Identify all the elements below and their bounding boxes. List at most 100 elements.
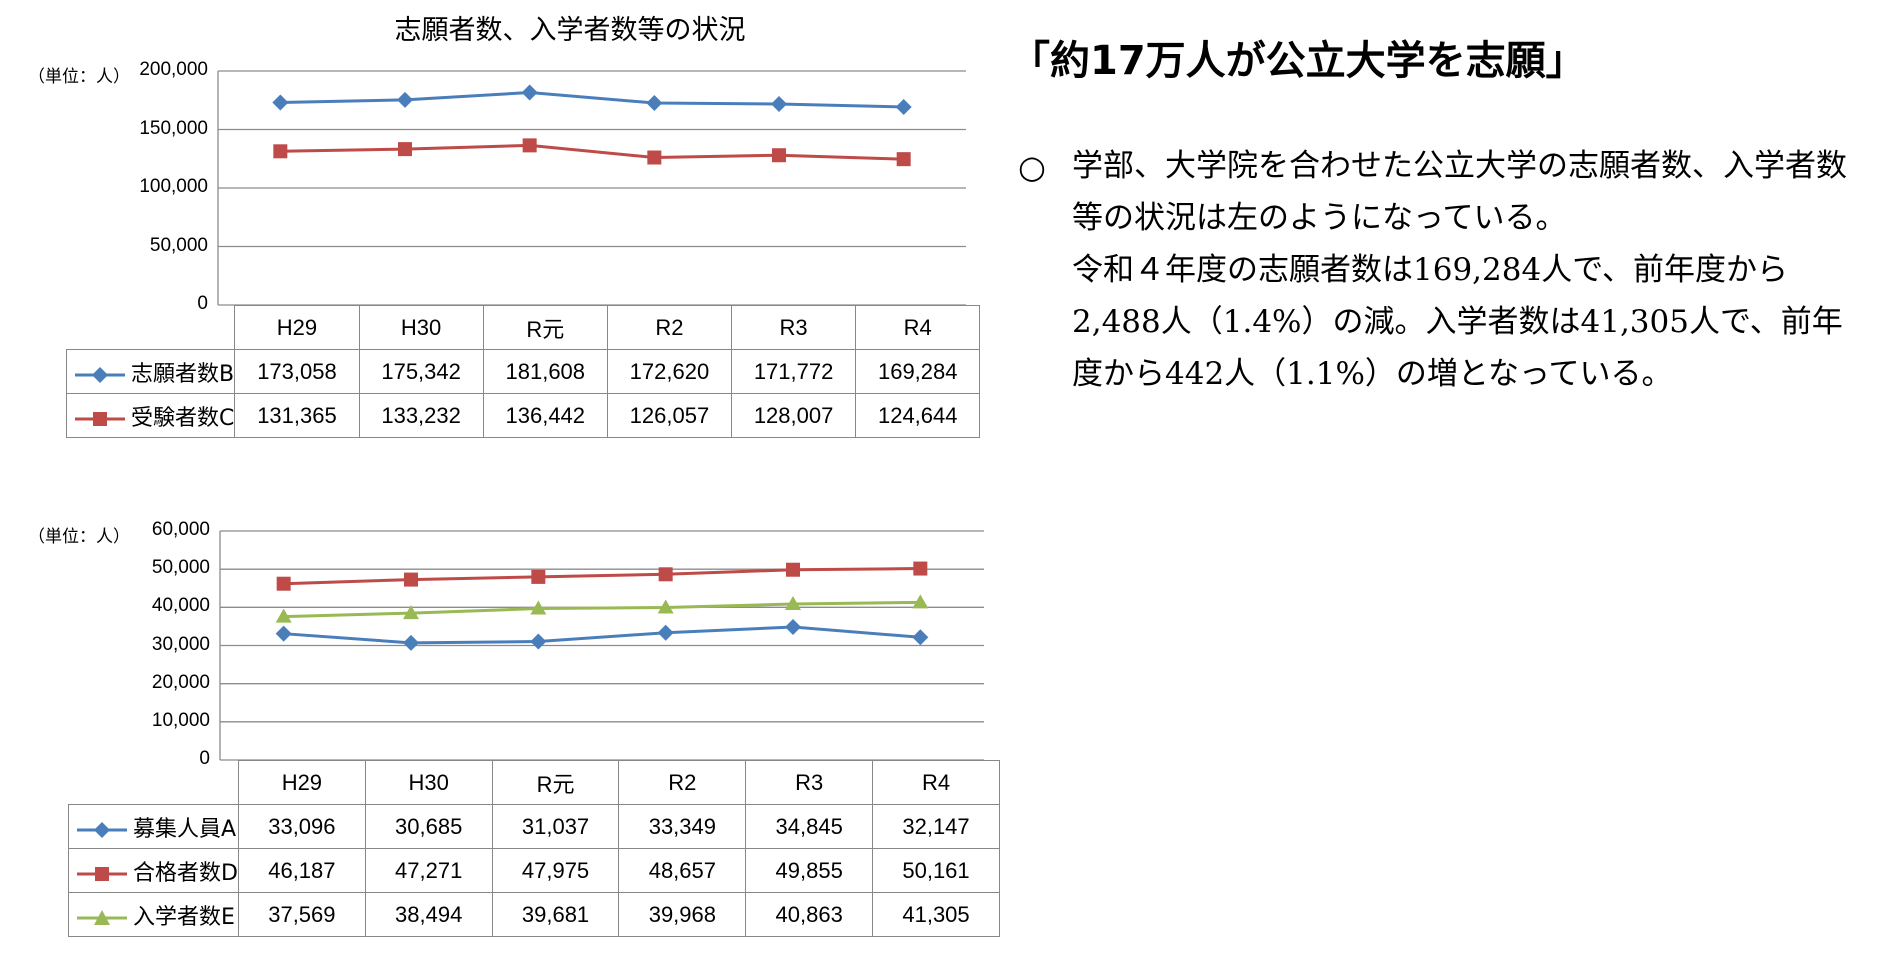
headline: 「約17万人が公立大学を志願」 [1010, 38, 1586, 84]
chart2-series-line-2 [283, 600, 921, 619]
chart1-data-cell: 126,057 [606, 393, 733, 438]
chart2-y-tick-label: 0 [199, 748, 210, 769]
chart1-y-tick-label: 100,000 [139, 176, 208, 197]
chart2-data-table: H29 H30 R元 R2 R3 R4 募集人員A 33,096 30,685 31,037 33,… [68, 760, 1000, 937]
chart2-point-1-1 [404, 572, 418, 587]
chart1-data-table: H29 H30 R元 R2 R3 R4 志願者数B 173,058 175,342 181,608… [65, 305, 981, 438]
chart2-point-2-0 [275, 608, 292, 623]
chart1-data-cell: 128,007 [730, 393, 857, 438]
chart2-point-0-1 [403, 634, 419, 651]
chart1-data-cell: 133,232 [358, 393, 484, 438]
chart1-point-0-4 [771, 96, 787, 113]
chart2-point-2-1 [403, 605, 419, 620]
chart2-data-cell: 47,975 [491, 848, 620, 893]
chart1-unit-label: （単位：人） [28, 67, 130, 87]
chart1-data-cell: 169,284 [855, 349, 981, 394]
chart2-point-1-3 [658, 567, 673, 582]
chart2-series-name: 合格者数D [133, 860, 238, 886]
chart2-data-cell: 48,657 [618, 848, 747, 893]
chart1-data-cell: 173,058 [234, 349, 360, 394]
chart2-point-2-5 [912, 594, 929, 609]
chart2-data-cell: 49,855 [745, 848, 874, 893]
chart2-category-label: H29 [237, 760, 366, 805]
chart2-data-cell: 38,494 [364, 892, 493, 937]
chart2-series-name: 入学者数E [133, 904, 235, 930]
chart1-category-label: R3 [730, 305, 857, 350]
chart1-category-label: H29 [234, 305, 360, 350]
chart1-data-cell: 136,442 [482, 393, 608, 438]
chart2-point-1-4 [786, 562, 800, 577]
chart2-y-tick-label: 30,000 [151, 633, 210, 655]
chart1-series-name: 受験者数C [131, 405, 235, 431]
chart1-legend-entry: 志願者数B [65, 349, 236, 394]
chart1-point-0-5 [895, 98, 912, 115]
chart2-point-0-0 [275, 625, 292, 642]
chart1-data-cell: 171,772 [730, 349, 857, 394]
chart1-point-1-0 [273, 144, 288, 159]
chart1-data-cell: 181,608 [482, 349, 608, 394]
chart2-legend-key-2 [77, 909, 127, 925]
chart2-category-label: R2 [618, 760, 747, 805]
chart2-legend-entry: 合格者数D [68, 848, 239, 893]
chart2-point-0-2 [530, 633, 547, 650]
chart1-point-0-0 [272, 94, 289, 111]
chart2-data-cell: 40,863 [745, 892, 874, 937]
body-paragraph: 学部、大学院を合わせた公立大学の志願者数、入学者数等の状況は左のようになっている… [1072, 140, 1872, 400]
chart1-point-1-1 [398, 142, 412, 157]
chart2-legend-entry: 入学者数E [68, 892, 239, 937]
chart1-y-tick-label: 200,000 [139, 59, 208, 80]
chart1-category-label: R4 [855, 305, 981, 350]
chart1-legend-entry: 受験者数C [65, 393, 236, 438]
chart2-point-0-3 [657, 624, 674, 641]
chart2-unit-label: （単位：人） [28, 527, 130, 547]
chart2-point-2-2 [530, 600, 547, 615]
chart2-category-label: R4 [872, 760, 1000, 805]
chart1-legend-key-1 [75, 411, 125, 426]
chart2-data-cell: 47,271 [364, 848, 493, 893]
chart2-point-1-0 [276, 576, 291, 591]
chart2-point-0-4 [785, 619, 801, 636]
chart1-point-1-2 [522, 138, 537, 153]
chart1-category-label: H30 [358, 305, 484, 350]
chart2-data-cell: 33,349 [618, 804, 747, 849]
chart2-category-label: R3 [745, 760, 874, 805]
chart2-data-cell: 41,305 [872, 892, 1000, 937]
chart1-y-tick-label: 0 [197, 293, 208, 314]
chart2-legend-key-0 [77, 821, 127, 838]
chart2-point-2-3 [657, 599, 674, 614]
chart2-series-name: 募集人員A [133, 816, 237, 842]
chart1-series-line-0 [280, 91, 904, 109]
chart2-legend-key-1 [77, 866, 127, 881]
chart1-data-cell: 124,644 [855, 393, 981, 438]
chart2-series-line-0 [283, 625, 921, 645]
chart1-y-tick-label: 150,000 [139, 117, 208, 139]
chart1-point-0-3 [646, 95, 663, 112]
chart1-category-label: R2 [606, 305, 733, 350]
chart2-point-0-5 [912, 629, 929, 646]
chart1-point-1-4 [772, 148, 786, 163]
chart1-point-0-2 [521, 84, 538, 101]
chart2-data-cell: 37,569 [237, 892, 366, 937]
chart2-point-2-4 [785, 596, 801, 611]
chart2-data-cell: 39,968 [618, 892, 747, 937]
chart2-y-tick-label: 20,000 [151, 671, 210, 693]
chart2-data-cell: 50,161 [872, 848, 1000, 893]
chart1-point-1-3 [647, 150, 662, 165]
body-text: 学部、大学院を合わせた公立大学の志願者数、入学者数等の状況は左のようになっている… [1072, 148, 1847, 392]
chart2-y-tick-label: 10,000 [151, 709, 210, 731]
chart1-y-tick-label: 50,000 [149, 234, 208, 256]
chart2-data-cell: 32,147 [872, 804, 1000, 849]
chart1-data-cell: 172,620 [606, 349, 733, 394]
chart1-series-line-1 [280, 143, 904, 161]
chart2-y-tick-label: 40,000 [151, 595, 210, 617]
chart1-category-label: R元 [482, 305, 608, 350]
chart2-category-label: R元 [491, 760, 620, 805]
chart2-point-1-2 [531, 569, 546, 584]
chart2-series-line-1 [283, 567, 921, 586]
chart2-data-cell: 46,187 [237, 848, 366, 893]
chart2-data-cell: 34,845 [745, 804, 874, 849]
chart1-series-name: 志願者数B [131, 361, 235, 387]
chart2-data-cell: 33,096 [237, 804, 366, 849]
chart2-data-cell: 30,685 [364, 804, 493, 849]
